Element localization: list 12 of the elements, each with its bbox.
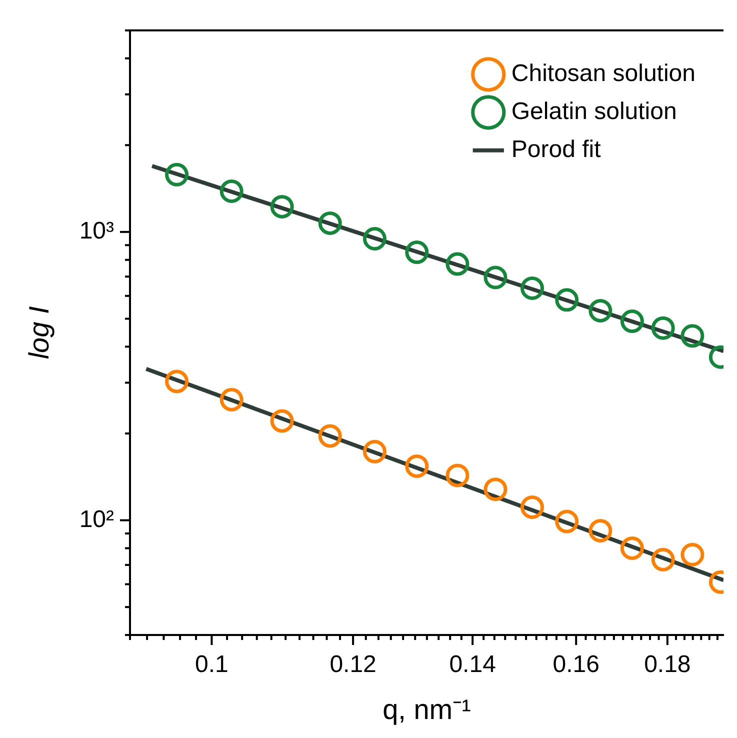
x-tick-label: 0.18 [644,651,691,678]
legend-label: Gelatin solution [511,98,677,126]
x-axis-title: q, nm⁻¹ [382,694,471,725]
x-tick-label: 0.12 [330,651,376,678]
legend-label: Chitosan solution [511,60,696,88]
y-tick-label: 10³ [79,218,114,245]
x-tick-label: 0.14 [449,651,496,678]
x-tick-label: 0.1 [195,651,228,678]
x-tick-label: 0.16 [552,651,600,678]
y-axis-title: log I [24,306,55,360]
legend-label: Porod fit [511,136,602,164]
y-tick-label: 10² [79,506,114,533]
